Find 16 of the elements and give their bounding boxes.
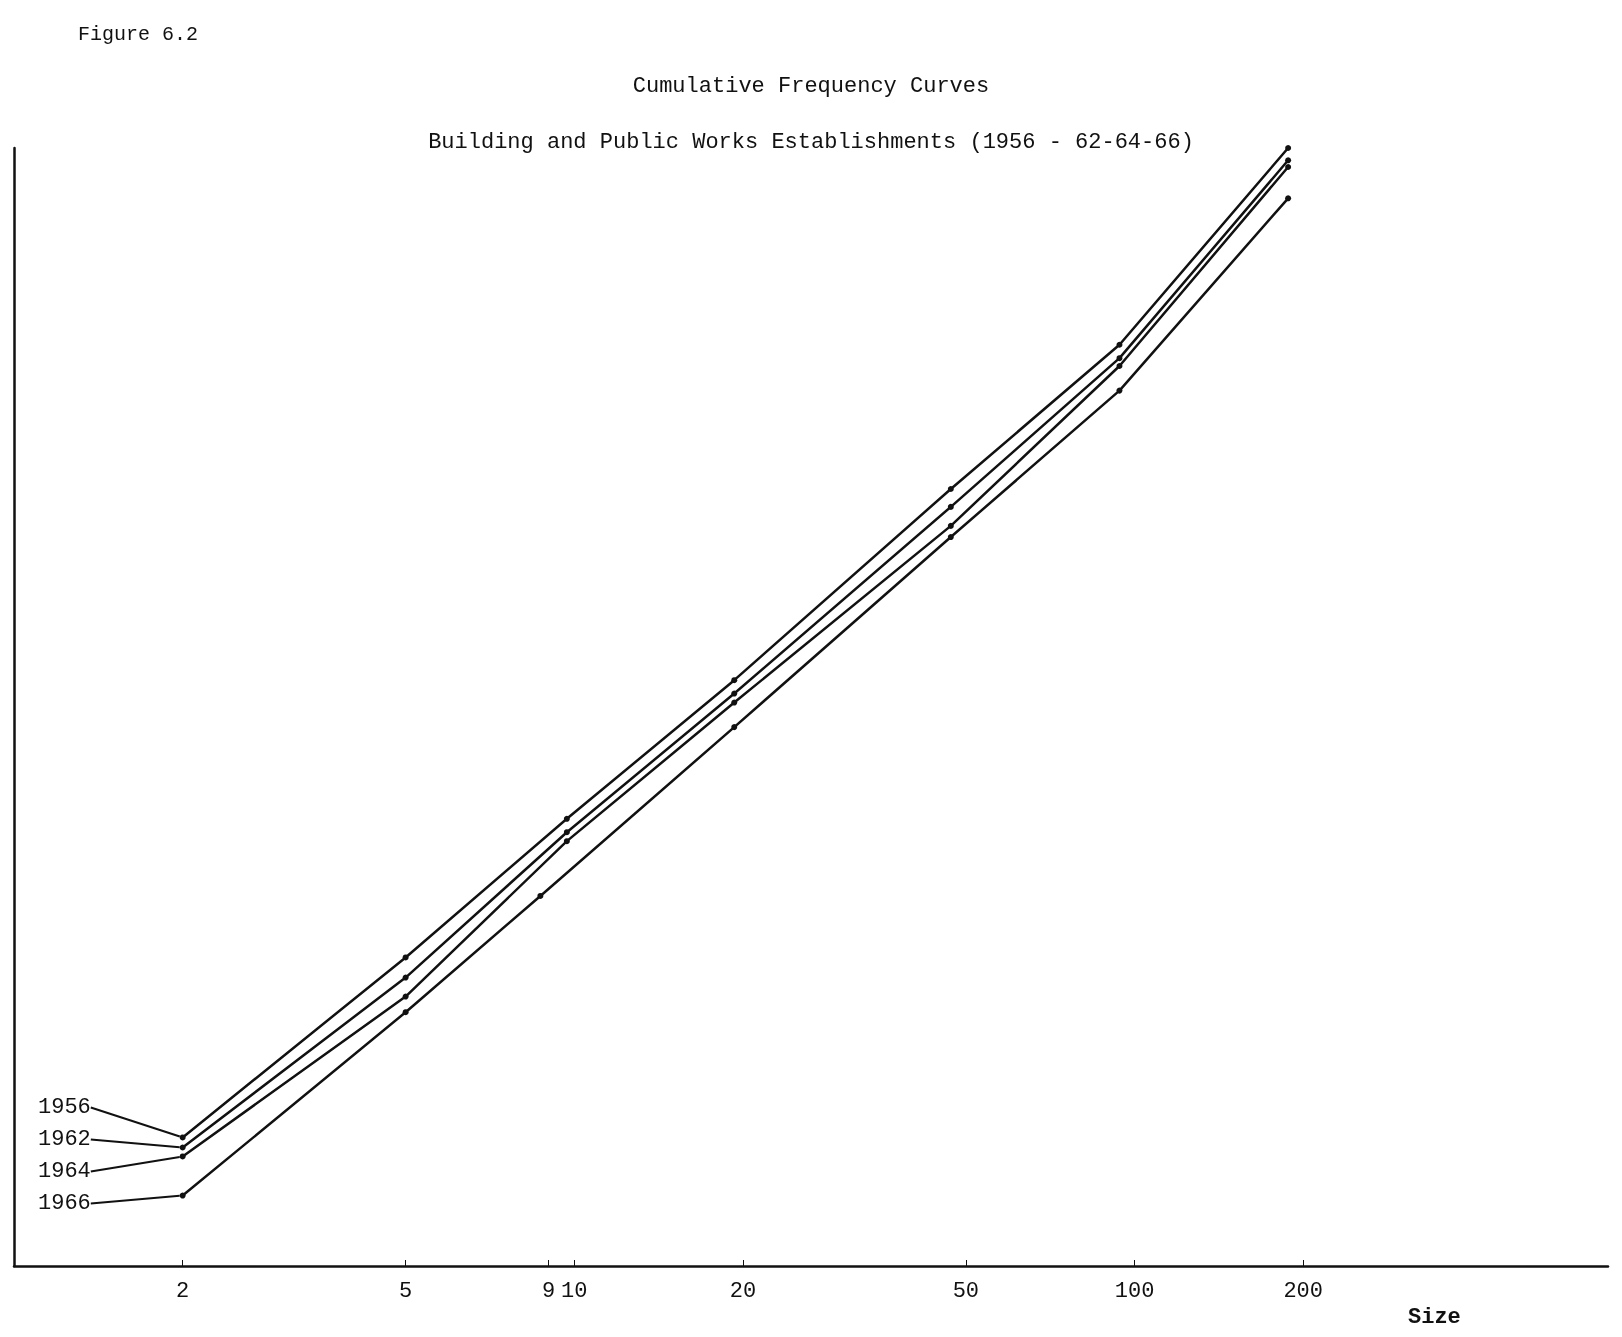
x-tick-label: 5 [399, 1278, 413, 1304]
x-tick-label: 9 [542, 1278, 556, 1304]
legend-label: 1964 [38, 1158, 91, 1184]
legend-label: 1966 [38, 1190, 91, 1216]
x-tick-label: 20 [729, 1278, 757, 1304]
chart-title: Cumulative Frequency Curves [632, 73, 990, 99]
x-tick-label: 2 [176, 1278, 190, 1304]
x-tick-label: 200 [1283, 1278, 1323, 1304]
x-tick-label: 100 [1114, 1278, 1155, 1304]
legend-label: 1956 [38, 1094, 91, 1120]
x-axis-title: Size [1408, 1304, 1461, 1330]
caption: Figure 6.2 [78, 22, 199, 46]
legend-label: 1962 [38, 1126, 91, 1152]
x-tick-label: 50 [952, 1278, 980, 1304]
x-tick-label: 10 [561, 1278, 588, 1304]
chart-subtitle: Building and Public Works Establishments (1956 - 62-64-66) [428, 129, 1194, 155]
